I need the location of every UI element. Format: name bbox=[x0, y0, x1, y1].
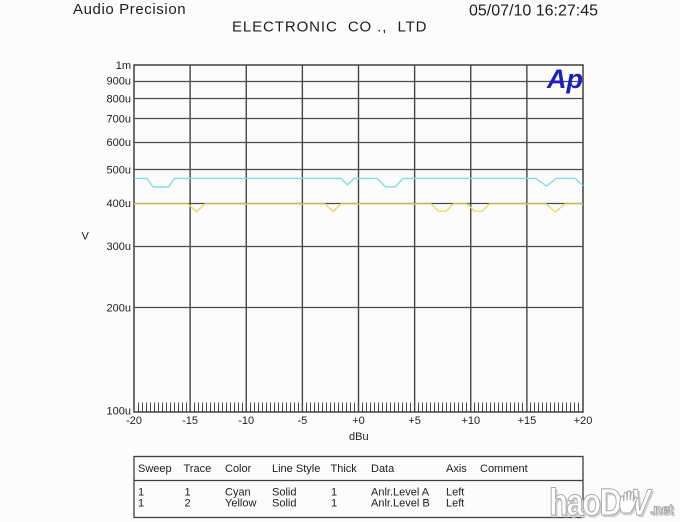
svg-text:Left: Left bbox=[446, 498, 464, 510]
svg-text:-20: -20 bbox=[126, 415, 142, 427]
svg-text:400u: 400u bbox=[107, 198, 131, 210]
svg-text:500u: 500u bbox=[107, 164, 131, 176]
svg-text:Line Style: Line Style bbox=[272, 463, 320, 475]
svg-text:800u: 800u bbox=[107, 93, 131, 105]
svg-text:Color: Color bbox=[225, 463, 252, 475]
svg-text:Anlr.Level B: Anlr.Level B bbox=[371, 498, 430, 510]
svg-text:900u: 900u bbox=[107, 76, 131, 88]
svg-text:Anlr.Level A: Anlr.Level A bbox=[371, 487, 430, 499]
svg-text:1: 1 bbox=[138, 487, 144, 499]
svg-text:dBu: dBu bbox=[349, 431, 369, 443]
svg-text:100u: 100u bbox=[107, 405, 131, 417]
svg-text:-10: -10 bbox=[238, 415, 254, 427]
svg-text:Thick: Thick bbox=[331, 463, 358, 475]
svg-text:Ap: Ap bbox=[546, 64, 583, 94]
svg-text:1: 1 bbox=[138, 498, 144, 510]
svg-text:1: 1 bbox=[331, 498, 337, 510]
svg-text:1m: 1m bbox=[116, 60, 131, 72]
svg-text:700u: 700u bbox=[107, 114, 131, 126]
svg-text:Left: Left bbox=[446, 487, 464, 499]
svg-text:+10: +10 bbox=[461, 415, 480, 427]
svg-text:2: 2 bbox=[185, 498, 191, 510]
svg-text:+15: +15 bbox=[518, 415, 537, 427]
svg-text:Trace: Trace bbox=[184, 463, 212, 475]
svg-text:1: 1 bbox=[185, 487, 191, 499]
svg-text:-15: -15 bbox=[182, 415, 198, 427]
svg-text:Data: Data bbox=[371, 463, 395, 475]
svg-text:300u: 300u bbox=[107, 241, 131, 253]
svg-text:600u: 600u bbox=[107, 137, 131, 149]
svg-text:Sweep: Sweep bbox=[138, 463, 172, 475]
svg-text:Solid: Solid bbox=[272, 498, 296, 510]
svg-text:ELECTRONIC CO ., LTD: ELECTRONIC CO ., LTD bbox=[232, 19, 427, 36]
svg-text:V: V bbox=[82, 231, 90, 243]
svg-text:Comment: Comment bbox=[480, 463, 528, 475]
svg-text:Solid: Solid bbox=[272, 487, 296, 499]
svg-text:200u: 200u bbox=[107, 302, 131, 314]
svg-text:Axis: Axis bbox=[446, 463, 467, 475]
svg-text:+20: +20 bbox=[574, 415, 593, 427]
svg-text:1: 1 bbox=[331, 487, 337, 499]
svg-text:05/07/10 16:27:45: 05/07/10 16:27:45 bbox=[469, 3, 598, 20]
svg-text:Yellow: Yellow bbox=[225, 498, 256, 510]
svg-text:+5: +5 bbox=[408, 415, 421, 427]
svg-text:Audio Precision: Audio Precision bbox=[73, 1, 186, 18]
svg-text:+0: +0 bbox=[352, 415, 365, 427]
svg-text:Cyan: Cyan bbox=[225, 487, 251, 499]
svg-text:-5: -5 bbox=[298, 415, 308, 427]
